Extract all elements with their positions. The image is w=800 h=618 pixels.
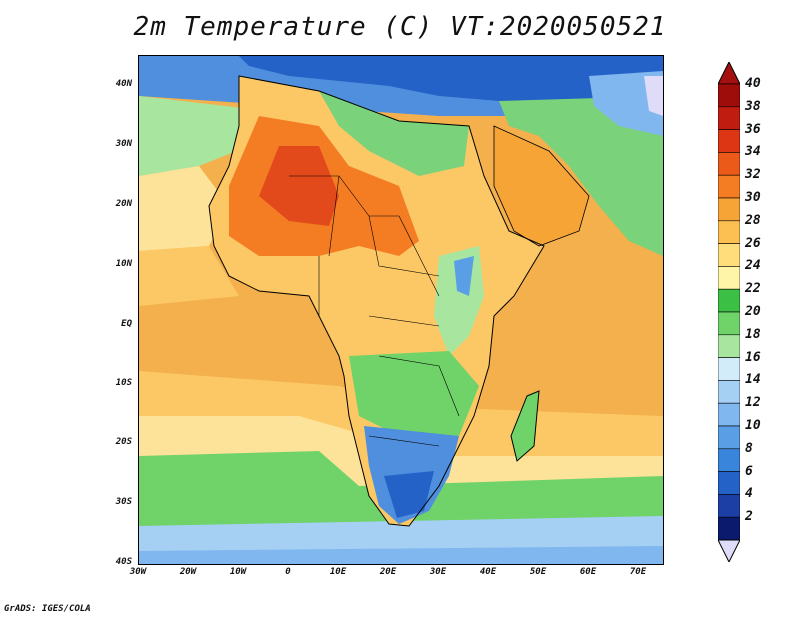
lat-label: 10S (115, 378, 132, 388)
ocean-southern-edge (139, 546, 663, 564)
lon-label: 30E (429, 567, 447, 577)
land-north-africa-green (319, 91, 469, 176)
colorbar-box (718, 220, 740, 244)
colorbar-box (718, 311, 740, 336)
colorbar-label: 20 (745, 304, 761, 319)
colorbar-label: 30 (745, 190, 761, 205)
colorbar-box (718, 494, 740, 518)
lat-label: 20N (115, 199, 132, 209)
ocean-north-atlantic (139, 96, 269, 176)
colorbar-over-triangle (718, 62, 740, 85)
colorbar-box (718, 516, 740, 541)
chart-title: 2m Temperature (C) VT:2020050521 (133, 12, 667, 42)
lat-label: 40S (115, 557, 132, 567)
colorbar-box (718, 380, 740, 404)
lon-label: 50E (529, 567, 547, 577)
colorbar-box (718, 288, 740, 313)
colorbar-label: 8 (745, 440, 753, 456)
colorbar-label: 16 (745, 349, 761, 365)
lon-label: 40E (479, 567, 497, 577)
colorbar-box (718, 106, 740, 130)
colorbar-label: 38 (745, 98, 761, 114)
lon-label: 30W (129, 567, 147, 577)
land-arabia (494, 126, 589, 246)
colorbar-label: 36 (745, 121, 761, 137)
colorbar-box (718, 243, 740, 267)
colorbar-box (718, 425, 740, 450)
country-borders (289, 175, 460, 447)
colorbar-label: 26 (745, 235, 761, 251)
africa-coastline (208, 75, 545, 527)
lon-label: 20E (379, 567, 397, 577)
lon-label: 20W (179, 567, 197, 577)
land-madagascar (511, 391, 539, 461)
colorbar-box (718, 357, 740, 381)
lon-label: 10W (229, 567, 247, 577)
map-canvas (139, 56, 663, 564)
land-central-africa (349, 351, 479, 436)
lon-label: 10E (329, 567, 347, 577)
colorbar-box (718, 266, 740, 290)
arabia-coastline (493, 125, 590, 247)
land-himalaya (644, 76, 663, 116)
colorbar-box (718, 448, 740, 472)
land-middle-east (499, 96, 663, 256)
colorbar-label: 40 (745, 76, 761, 91)
colorbar-box (718, 129, 740, 153)
colorbar-label: 34 (745, 144, 761, 160)
grads-credit: GrADS: IGES/COLA (4, 604, 91, 614)
lon-label: 0 (285, 567, 291, 577)
colorbar-label: 4 (745, 486, 753, 502)
colorbar (718, 62, 740, 562)
colorbar-label: 18 (745, 326, 761, 342)
colorbar-box (718, 402, 740, 427)
lat-label: 30N (115, 139, 132, 149)
lat-label: 10N (115, 259, 132, 269)
colorbar-label: 32 (745, 167, 761, 183)
colorbar-label: 6 (745, 463, 753, 479)
lat-label: 30S (115, 497, 132, 507)
ocean-canary (139, 166, 229, 251)
madagascar-coastline (510, 390, 540, 462)
temperature-map (138, 55, 664, 565)
colorbar-label: 28 (745, 212, 761, 228)
colorbar-box (718, 197, 740, 222)
colorbar-box (718, 152, 740, 176)
colorbar-under-triangle (718, 539, 740, 562)
colorbar-label: 10 (745, 418, 761, 433)
lat-label: EQ (121, 319, 132, 329)
colorbar-label: 12 (745, 395, 761, 411)
colorbar-box (718, 334, 740, 358)
colorbar-label: 22 (745, 281, 761, 297)
colorbar-box (718, 471, 740, 495)
lon-label: 70E (629, 567, 647, 577)
lat-label: 20S (115, 437, 132, 447)
lat-label: 40N (115, 79, 132, 89)
colorbar-label: 2 (745, 509, 753, 525)
land-south-africa-cold (384, 471, 434, 518)
land-asia-cool (589, 71, 663, 136)
colorbar-box (718, 83, 740, 108)
lon-label: 60E (579, 567, 597, 577)
land-ethiopian-highlands (454, 256, 474, 296)
colorbar-label: 14 (745, 372, 761, 388)
colorbar-label: 24 (745, 258, 761, 274)
ocean-gulf-mid (139, 246, 239, 306)
colorbar-box (718, 174, 740, 199)
land-sahara-hottest (259, 146, 339, 226)
